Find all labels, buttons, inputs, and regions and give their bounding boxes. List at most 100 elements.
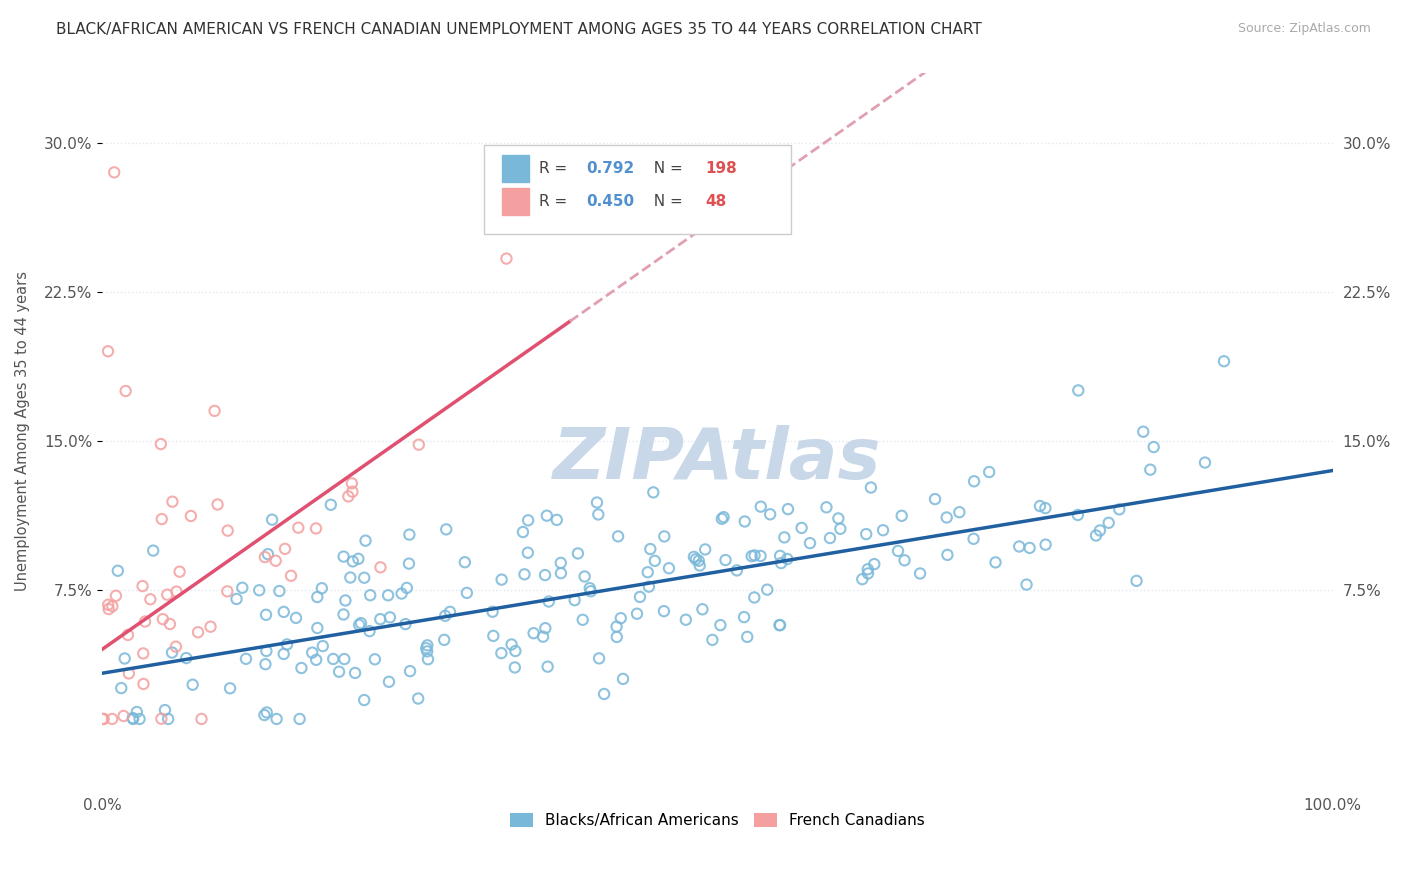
Point bbox=[378, 610, 401, 624]
Point bbox=[482, 629, 505, 643]
Point bbox=[342, 554, 364, 568]
Point bbox=[169, 565, 191, 579]
Point bbox=[370, 560, 392, 574]
Point bbox=[217, 584, 239, 599]
Text: ZIPAtlas: ZIPAtlas bbox=[553, 425, 882, 494]
Point bbox=[1143, 440, 1166, 454]
Point bbox=[254, 644, 277, 658]
Point bbox=[863, 557, 886, 571]
Point bbox=[851, 572, 873, 586]
Point bbox=[125, 705, 148, 719]
Point bbox=[104, 589, 127, 603]
Point bbox=[156, 588, 179, 602]
Point bbox=[564, 593, 586, 607]
Point bbox=[157, 712, 180, 726]
Point bbox=[454, 555, 477, 569]
Point bbox=[103, 165, 125, 179]
Point bbox=[340, 476, 363, 491]
Point bbox=[225, 591, 247, 606]
Point bbox=[122, 712, 145, 726]
Point bbox=[110, 681, 132, 695]
Point bbox=[131, 579, 153, 593]
Point bbox=[333, 652, 356, 666]
Point bbox=[742, 591, 765, 605]
Point bbox=[734, 515, 756, 529]
Point bbox=[107, 564, 129, 578]
Point bbox=[534, 621, 557, 635]
Point bbox=[887, 544, 910, 558]
Point bbox=[1035, 501, 1057, 516]
Point bbox=[332, 607, 354, 622]
Point bbox=[984, 555, 1007, 569]
Legend: Blacks/African Americans, French Canadians: Blacks/African Americans, French Canadia… bbox=[503, 807, 931, 835]
Point bbox=[434, 608, 457, 623]
Point bbox=[1213, 354, 1236, 368]
Point bbox=[607, 529, 630, 543]
Point bbox=[935, 510, 957, 524]
Point bbox=[776, 552, 799, 566]
Point bbox=[339, 570, 361, 584]
Point bbox=[439, 605, 461, 619]
Point bbox=[254, 657, 277, 672]
Point bbox=[101, 599, 124, 614]
Point bbox=[395, 581, 418, 595]
Point bbox=[305, 521, 328, 535]
Point bbox=[571, 613, 593, 627]
Point bbox=[190, 712, 212, 726]
Point bbox=[132, 647, 155, 661]
Point bbox=[735, 630, 758, 644]
Point bbox=[574, 569, 596, 583]
Point bbox=[456, 586, 478, 600]
Point bbox=[118, 666, 141, 681]
Point bbox=[235, 652, 257, 666]
Point bbox=[1108, 502, 1130, 516]
Point bbox=[799, 536, 821, 550]
Point bbox=[749, 500, 772, 514]
Text: R =: R = bbox=[538, 161, 572, 176]
Point bbox=[117, 628, 139, 642]
Point bbox=[1018, 541, 1040, 555]
Point bbox=[588, 651, 610, 665]
Point bbox=[394, 617, 416, 632]
Point bbox=[1125, 574, 1147, 588]
Text: 48: 48 bbox=[706, 194, 727, 210]
Point bbox=[769, 549, 792, 563]
Point bbox=[1194, 456, 1216, 470]
Point bbox=[503, 660, 526, 674]
Point bbox=[332, 549, 354, 564]
Point bbox=[534, 568, 557, 582]
Point bbox=[274, 541, 297, 556]
Point bbox=[307, 621, 329, 635]
Point bbox=[759, 508, 782, 522]
Y-axis label: Unemployment Among Ages 35 to 44 years: Unemployment Among Ages 35 to 44 years bbox=[15, 271, 30, 591]
Point bbox=[710, 512, 733, 526]
Point bbox=[713, 510, 735, 524]
Point bbox=[287, 521, 309, 535]
Point bbox=[709, 618, 731, 632]
Point bbox=[517, 513, 540, 527]
Point bbox=[354, 533, 377, 548]
Point bbox=[322, 652, 344, 666]
Point bbox=[166, 584, 188, 599]
Point bbox=[114, 384, 136, 398]
Point bbox=[288, 712, 311, 726]
Point bbox=[257, 547, 280, 561]
Point bbox=[749, 549, 772, 563]
Point bbox=[481, 605, 503, 619]
Point bbox=[337, 490, 360, 504]
Point bbox=[776, 502, 799, 516]
Point bbox=[685, 552, 707, 566]
Point bbox=[725, 563, 748, 577]
Point bbox=[347, 551, 370, 566]
Point bbox=[675, 613, 697, 627]
Point bbox=[97, 598, 120, 612]
Point bbox=[416, 652, 439, 666]
Point bbox=[247, 583, 270, 598]
Point bbox=[415, 641, 437, 656]
Point bbox=[790, 521, 813, 535]
Point bbox=[692, 602, 714, 616]
Point bbox=[769, 618, 792, 632]
Point bbox=[391, 586, 413, 600]
Point bbox=[856, 566, 879, 581]
Point bbox=[924, 492, 946, 507]
